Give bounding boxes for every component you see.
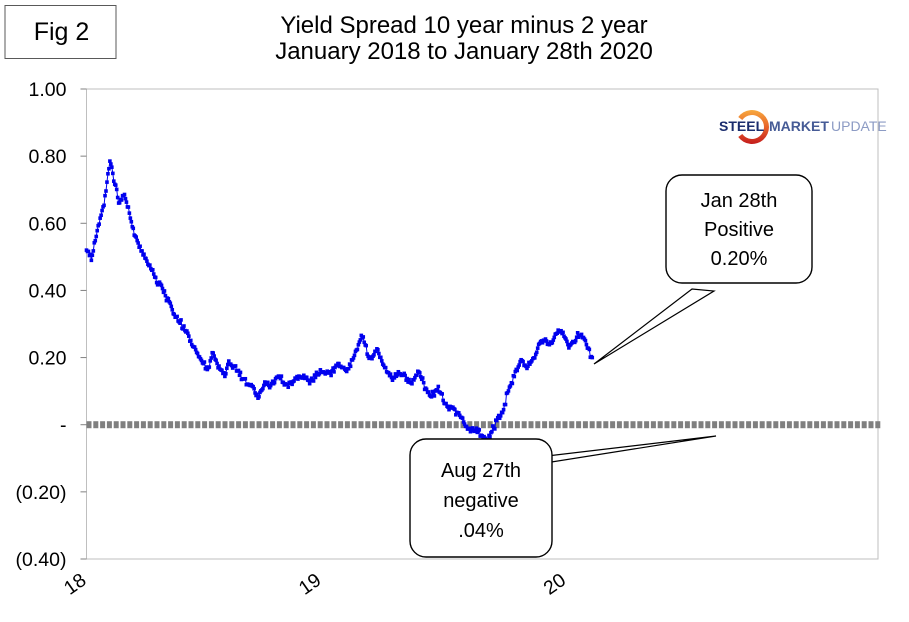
svg-text:0.60: 0.60 bbox=[29, 213, 67, 235]
svg-text:Jan 28th: Jan 28th bbox=[701, 190, 778, 212]
svg-text:Yield Spread 10 year minus 2 y: Yield Spread 10 year minus 2 year bbox=[280, 12, 647, 39]
svg-text:0.20: 0.20 bbox=[29, 348, 67, 370]
svg-text:.04%: .04% bbox=[458, 520, 504, 542]
svg-text:MARKET: MARKET bbox=[769, 118, 829, 134]
svg-text:UPDATE: UPDATE bbox=[831, 118, 887, 134]
svg-text:0.20%: 0.20% bbox=[711, 248, 768, 270]
svg-text:0.40: 0.40 bbox=[29, 280, 67, 302]
svg-text:-: - bbox=[60, 415, 67, 437]
svg-text:negative: negative bbox=[443, 490, 519, 512]
svg-text:0.80: 0.80 bbox=[29, 146, 67, 168]
svg-text:(0.20): (0.20) bbox=[16, 482, 67, 504]
svg-text:1.00: 1.00 bbox=[29, 79, 67, 101]
svg-text:Positive: Positive bbox=[704, 219, 774, 241]
svg-text:Fig 2: Fig 2 bbox=[34, 18, 90, 46]
svg-text:(0.40): (0.40) bbox=[16, 549, 67, 571]
svg-text:Aug 27th: Aug 27th bbox=[441, 460, 521, 482]
svg-text:STEEL: STEEL bbox=[719, 118, 765, 134]
svg-text:January 2018 to January 28th 2: January 2018 to January 28th 2020 bbox=[275, 38, 653, 65]
